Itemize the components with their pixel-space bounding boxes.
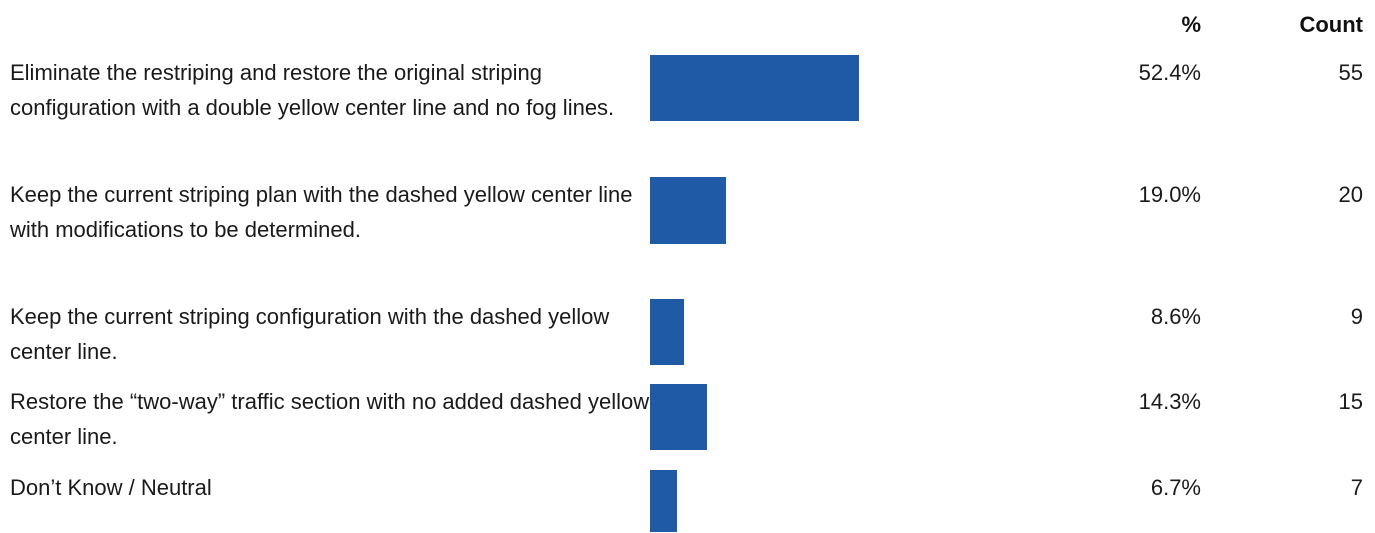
bar <box>650 55 859 121</box>
category-label: Keep the current striping configuration … <box>10 304 610 364</box>
percent-value: 14.3% <box>1138 389 1201 414</box>
percent-column-header: % <box>1181 12 1201 37</box>
count-value: 55 <box>1338 60 1363 85</box>
count-value: 15 <box>1338 389 1363 414</box>
bar <box>650 384 707 450</box>
bar <box>650 470 677 532</box>
category-label: Restore the “two-way” traffic section wi… <box>10 389 650 449</box>
count-column-header: Count <box>1299 12 1363 37</box>
percent-value: 19.0% <box>1138 182 1201 207</box>
count-value: 20 <box>1338 182 1363 207</box>
count-value: 7 <box>1350 475 1363 500</box>
count-value: 9 <box>1350 304 1363 329</box>
bar <box>650 299 684 365</box>
category-label: Eliminate the restriping and restore the… <box>10 60 615 120</box>
percent-value: 6.7% <box>1150 475 1201 500</box>
category-label: Keep the current striping plan with the … <box>10 182 633 242</box>
percent-value: 52.4% <box>1138 60 1201 85</box>
category-label: Don’t Know / Neutral <box>10 475 212 500</box>
percent-value: 8.6% <box>1150 304 1201 329</box>
bar <box>650 177 726 244</box>
